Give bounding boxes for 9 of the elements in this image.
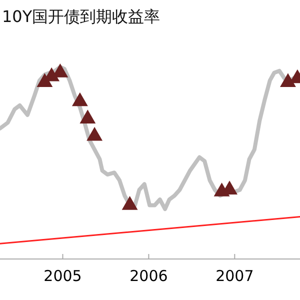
x-tick-label: 2007 <box>216 267 254 285</box>
point <box>72 92 88 106</box>
point <box>280 73 296 87</box>
point <box>86 126 103 141</box>
x-tick-label: 2006 <box>130 267 168 285</box>
x-tick-label: 2005 <box>44 267 82 285</box>
point <box>122 196 138 210</box>
point <box>80 110 96 124</box>
chart-title: 10Y国开债到期收益率 <box>2 7 160 26</box>
